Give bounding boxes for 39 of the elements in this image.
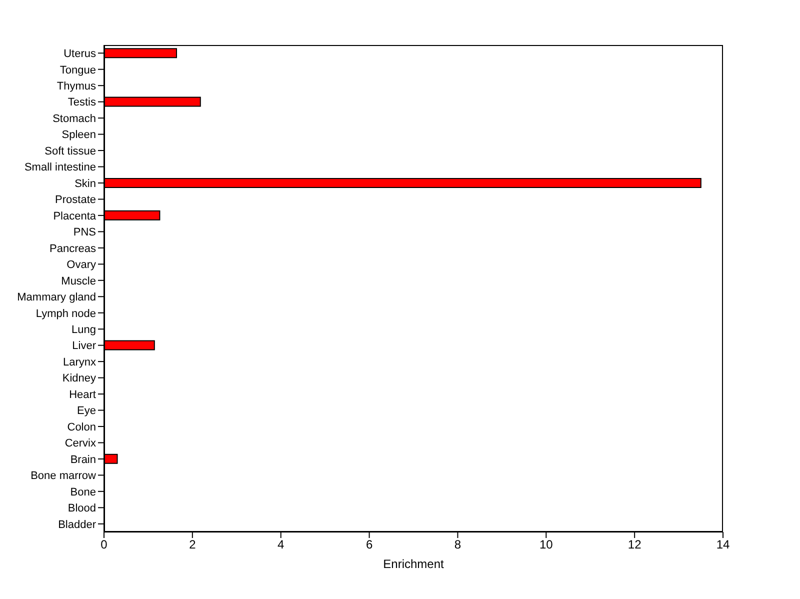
y-tick-label: Pancreas bbox=[50, 242, 96, 255]
y-tick-label: Bladder bbox=[58, 518, 96, 531]
x-tick-label: 12 bbox=[628, 538, 642, 552]
y-tick-label: Uterus bbox=[64, 48, 96, 60]
y-tick-label: Kidney bbox=[62, 372, 96, 385]
y-tick-label: Placenta bbox=[53, 210, 97, 222]
y-tick-label: Thymus bbox=[56, 80, 96, 92]
y-tick-label: Bone bbox=[70, 486, 96, 498]
y-tick-label: Spleen bbox=[62, 129, 96, 142]
y-tick-label: Prostate bbox=[55, 194, 96, 206]
x-tick-label: 6 bbox=[366, 538, 373, 552]
x-tick-label: 8 bbox=[454, 538, 462, 552]
y-tick-label: Bone marrow bbox=[30, 470, 96, 482]
y-tick-label: Lymph node bbox=[36, 308, 96, 320]
y-tick-label: Liver bbox=[72, 340, 96, 352]
y-tick-label: Lung bbox=[72, 324, 96, 336]
y-tick-label: Larynx bbox=[62, 356, 96, 368]
y-tick-label: Mammary gland bbox=[17, 292, 96, 304]
y-tick-label: Muscle bbox=[61, 275, 96, 288]
y-tick-label: Soft tissue bbox=[44, 145, 96, 158]
x-tick-label: 4 bbox=[278, 538, 285, 552]
y-tick-label: Cervix bbox=[64, 438, 96, 450]
y-tick-label: Eye bbox=[77, 405, 96, 418]
y-tick-label: Stomach bbox=[52, 112, 96, 125]
y-tick-label: Small intestine bbox=[24, 162, 96, 174]
y-tick-label: Colon bbox=[67, 421, 96, 434]
y-tick-label: Brain bbox=[70, 454, 96, 466]
y-tick-label: Heart bbox=[69, 388, 96, 401]
y-tick-label: Testis bbox=[68, 96, 96, 109]
x-tick-label: 10 bbox=[539, 538, 554, 552]
x-axis-title: Enrichment bbox=[383, 557, 445, 571]
y-tick-label: PNS bbox=[73, 226, 96, 239]
x-tick-label: 2 bbox=[189, 538, 196, 552]
x-tick-label: 0 bbox=[100, 538, 108, 552]
y-tick-label: Tongue bbox=[60, 64, 96, 76]
y-tick-label: Skin bbox=[74, 178, 96, 190]
y-tick-label: Blood bbox=[68, 502, 96, 515]
x-tick-label: 14 bbox=[716, 538, 730, 552]
y-tick-label: Ovary bbox=[66, 259, 96, 272]
